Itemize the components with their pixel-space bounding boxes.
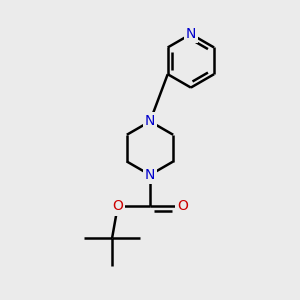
- Text: O: O: [112, 200, 123, 214]
- Text: N: N: [145, 114, 155, 128]
- Text: N: N: [145, 168, 155, 182]
- Text: O: O: [177, 200, 188, 214]
- Text: N: N: [186, 27, 196, 41]
